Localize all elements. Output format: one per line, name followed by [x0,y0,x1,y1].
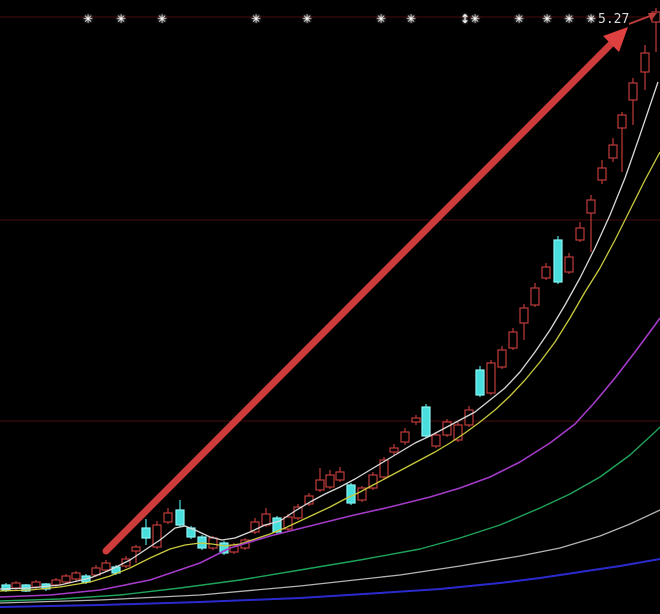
candle-up [250,518,260,534]
candle-up [152,521,162,549]
event-marker-icon: ✳ [251,12,262,26]
event-marker-icon: ✳ [116,12,127,26]
candle-up [283,514,293,531]
event-marker-icon: ✳ [406,12,417,26]
price-pointer-arrow [628,13,657,25]
candle-up [486,360,496,395]
candle-down [175,500,185,527]
ma-line-green [0,426,660,602]
event-marker-icon: ✳ [586,12,597,26]
candle-up [411,415,421,425]
candle-down [553,236,563,284]
ma-line-gray [0,509,660,604]
candle-up [101,560,111,572]
candle-up [453,422,463,442]
event-marker-icon: ✳ [564,12,575,26]
candle-up [541,263,551,280]
candle-up [586,195,596,252]
candle-down [219,541,229,555]
trend-arrow [102,27,628,555]
candle-up [497,346,507,369]
price-label: 5.27 [598,12,630,27]
ma-line-white [0,81,659,590]
candle-down [141,519,151,545]
candle-up [608,138,618,162]
candle-up [530,283,540,307]
candle-up [325,470,335,489]
candle-up [597,160,607,184]
candle-up [640,45,650,90]
event-marker-icon: ✳ [157,12,168,26]
candle-up [379,457,389,479]
ma-line-purple [0,317,660,598]
candle-up [617,112,627,172]
event-marker-icon: ✳ [470,12,481,26]
candle-down [421,404,431,438]
candle-down [475,366,485,397]
candle-up [628,78,638,125]
candle-up [163,508,173,524]
candle-up [564,253,574,274]
candle-up [389,444,399,455]
event-marker-row: ✳ ✳ ✳ ✳ ✳ ✳ ✳ ↕ ✳ ✳ ✳ ✳ ✳ [0,0,660,30]
candle-up [431,432,441,448]
candle-up [293,504,303,520]
candle-up [575,222,585,242]
candle-up [368,472,378,490]
event-marker-icon: ↕ [460,12,471,26]
event-marker-icon: ✳ [514,12,525,26]
event-marker-icon: ✳ [376,12,387,26]
ma-line-blue [0,558,660,608]
candle-up [71,571,81,581]
candle-up [508,328,518,350]
candle-up [61,574,71,584]
ma-line-yellow [0,151,660,592]
candle-up [131,545,141,563]
candle-up [357,486,367,502]
event-marker-icon: ✳ [302,12,313,26]
candle-down [197,535,207,550]
candle-up [315,468,325,492]
candle-up [519,304,529,340]
candle-up [400,428,410,445]
candle-down [346,483,356,505]
candle-up [335,467,345,482]
event-marker-icon: ✳ [83,12,94,26]
event-marker-icon: ✳ [542,12,553,26]
